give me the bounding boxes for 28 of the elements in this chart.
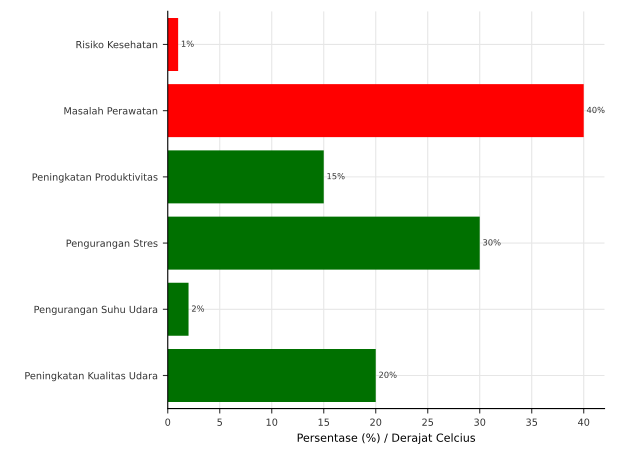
bar — [168, 349, 376, 402]
bar — [168, 282, 189, 336]
bar — [168, 84, 584, 138]
y-tick-label: Peningkatan Kualitas Udara — [25, 372, 158, 382]
y-tick-label: Masalah Perawatan — [64, 106, 158, 114]
x-tick-label: 30 — [474, 418, 486, 426]
y-tick-label: Peningkatan Produktivitas — [32, 173, 158, 183]
x-tick-label: 20 — [370, 418, 382, 426]
y-tick-label: Pengurangan Stres — [66, 240, 158, 249]
data-label: 1% — [182, 40, 194, 47]
x-tick-label: 35 — [526, 418, 538, 426]
y-tick-label: Pengurangan Suhu Udara — [34, 306, 158, 316]
data-label: 15% — [327, 172, 345, 180]
data-label: 30% — [483, 239, 501, 246]
data-label: 2% — [192, 305, 204, 312]
x-tick-label: 5 — [217, 418, 222, 426]
x-tick-label: 15 — [318, 418, 330, 426]
x-tick-label: 0 — [165, 418, 170, 426]
bar — [168, 18, 178, 71]
x-axis-title: Persentase (%) / Derajat Celcius — [298, 433, 476, 444]
data-label: 20% — [379, 372, 397, 378]
bar — [168, 216, 480, 270]
x-tick-label: 10 — [266, 418, 278, 426]
bar — [168, 150, 324, 204]
y-tick-label: Risiko Kesehatan — [76, 40, 158, 48]
x-tick-label: 40 — [578, 418, 590, 426]
x-tick-label: 25 — [422, 418, 434, 426]
data-label: 40% — [586, 106, 605, 114]
